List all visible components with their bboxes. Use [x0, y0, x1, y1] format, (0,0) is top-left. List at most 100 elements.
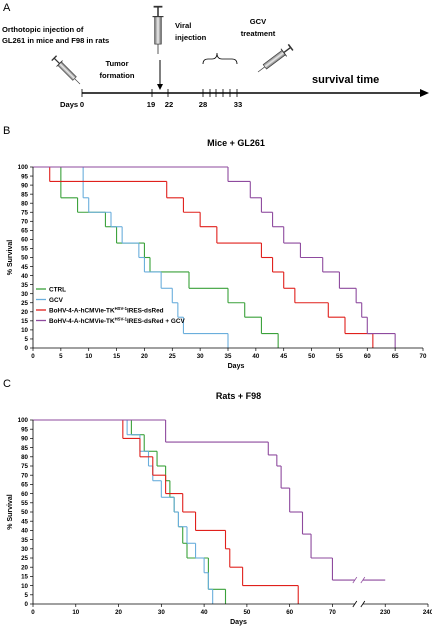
x-tick-label: 30 [158, 609, 165, 616]
y-tick-label: 95 [21, 426, 28, 433]
day-tick: 0 [80, 100, 84, 109]
x-tick-label: 45 [280, 353, 287, 360]
y-tick-label: 5 [25, 592, 29, 599]
axis-break-mark [352, 600, 358, 608]
y-tick-label: 100 [18, 417, 29, 424]
y-tick-label: 10 [21, 583, 28, 590]
x-tick-label: 0 [31, 609, 35, 616]
y-tick-label: 20 [21, 309, 28, 316]
x-tick-label: 60 [364, 353, 371, 360]
legend-text: GCV [49, 297, 64, 304]
x-tick-label: 15 [113, 353, 120, 360]
x-axis-label: Days [230, 619, 247, 626]
x-tick-label: 50 [243, 609, 250, 616]
axis-break-mark [360, 600, 366, 608]
y-tick-label: 15 [21, 574, 28, 581]
y-tick-label: 50 [21, 255, 28, 262]
axis-break-gap [354, 418, 363, 606]
viral-text: Viral [175, 21, 191, 30]
x-tick-label: 25 [169, 353, 176, 360]
x-axis-label: Days [228, 363, 245, 370]
y-tick-label: 70 [21, 472, 28, 479]
y-tick-label: 80 [21, 200, 28, 207]
line-break-mark [352, 576, 358, 584]
y-tick-label: 0 [25, 601, 29, 608]
syringe-icon [50, 54, 84, 88]
y-tick-label: 75 [21, 463, 28, 470]
viral-text: injection [175, 33, 207, 42]
y-tick-label: 90 [21, 436, 28, 443]
y-tick-label: 50 [21, 509, 28, 516]
y-tick-label: 60 [21, 491, 28, 498]
legend-label: BoHV-4-A-hCMVie-TKHSV-1IRES-dsRed + GCV [49, 316, 185, 325]
x-tick-label: 20 [141, 353, 148, 360]
legend-text: BoHV-4-A-hCMVie-TK [49, 318, 115, 325]
legend-text: IRES-dsRed + GCV [127, 318, 185, 325]
survival-curve [33, 166, 229, 348]
y-tick-label: 35 [21, 537, 28, 544]
y-tick-label: 65 [21, 482, 28, 489]
y-tick-label: 100 [18, 164, 29, 171]
x-tick-label: 35 [225, 353, 232, 360]
panel-label: B [3, 125, 10, 137]
injection-text: GL261 in mice and F98 in rats [2, 36, 109, 45]
panel-label: A [3, 2, 11, 14]
x-tick-label: 10 [72, 609, 79, 616]
chart-title: Mice + GL261 [207, 138, 265, 148]
x-tick-label: 50 [308, 353, 315, 360]
syringe-icon [254, 42, 295, 77]
y-tick-label: 70 [21, 219, 28, 226]
survival-curve [33, 419, 386, 581]
y-tick-label: 55 [21, 500, 28, 507]
x-tick-label: 40 [252, 353, 259, 360]
y-tick-label: 25 [21, 300, 28, 307]
y-tick-label: 10 [21, 327, 28, 334]
brace [202, 52, 238, 65]
y-axis-label: % Survival [7, 240, 14, 275]
legend-label: BoHV-4-A-hCMVie-TKHSV-1IRES-dsRed [49, 306, 164, 315]
tumor-text: formation [99, 71, 134, 80]
y-axis-label: % Survival [7, 494, 14, 529]
y-tick-label: 80 [21, 454, 28, 461]
day-tick: 19 [147, 100, 155, 109]
y-tick-label: 85 [21, 445, 28, 452]
legend-superscript: HSV-1 [115, 306, 128, 311]
x-tick-label: 30 [197, 353, 204, 360]
y-tick-label: 45 [21, 264, 28, 271]
y-tick-label: 15 [21, 318, 28, 325]
legend-superscript: HSV-1 [115, 316, 128, 321]
panel-label: C [3, 378, 11, 390]
day-tick: 28 [199, 100, 207, 109]
y-tick-label: 90 [21, 182, 28, 189]
x-tick-label: 230 [380, 609, 391, 616]
gcv-text: treatment [241, 29, 276, 38]
y-tick-label: 75 [21, 209, 28, 216]
x-tick-label: 40 [201, 609, 208, 616]
legend-text: IRES-dsRed [127, 307, 164, 314]
x-tick-label: 70 [420, 353, 427, 360]
y-tick-label: 30 [21, 546, 28, 553]
gcv-text: GCV [250, 17, 267, 26]
day-tick: 22 [165, 100, 173, 109]
syringe-icon [151, 5, 165, 55]
survival-label: survival time [312, 74, 379, 86]
arrow-head [157, 84, 163, 90]
x-tick-label: 70 [329, 609, 336, 616]
survival-curve [33, 419, 227, 604]
injection-text: Orthotopic injection of [2, 25, 84, 34]
y-tick-label: 45 [21, 518, 28, 525]
y-tick-label: 35 [21, 282, 28, 289]
legend-text: BoHV-4-A-hCMVie-TK [49, 307, 115, 314]
y-tick-label: 20 [21, 564, 28, 571]
x-tick-label: 20 [115, 609, 122, 616]
y-tick-label: 40 [21, 273, 28, 280]
y-tick-label: 60 [21, 237, 28, 244]
survival-curve [33, 419, 299, 604]
days-label: Days [60, 100, 78, 109]
x-tick-label: 240 [423, 609, 432, 616]
x-tick-label: 55 [336, 353, 343, 360]
legend-label: GCV [49, 297, 64, 304]
timeline-ticks [81, 89, 238, 97]
x-tick-label: 60 [286, 609, 293, 616]
